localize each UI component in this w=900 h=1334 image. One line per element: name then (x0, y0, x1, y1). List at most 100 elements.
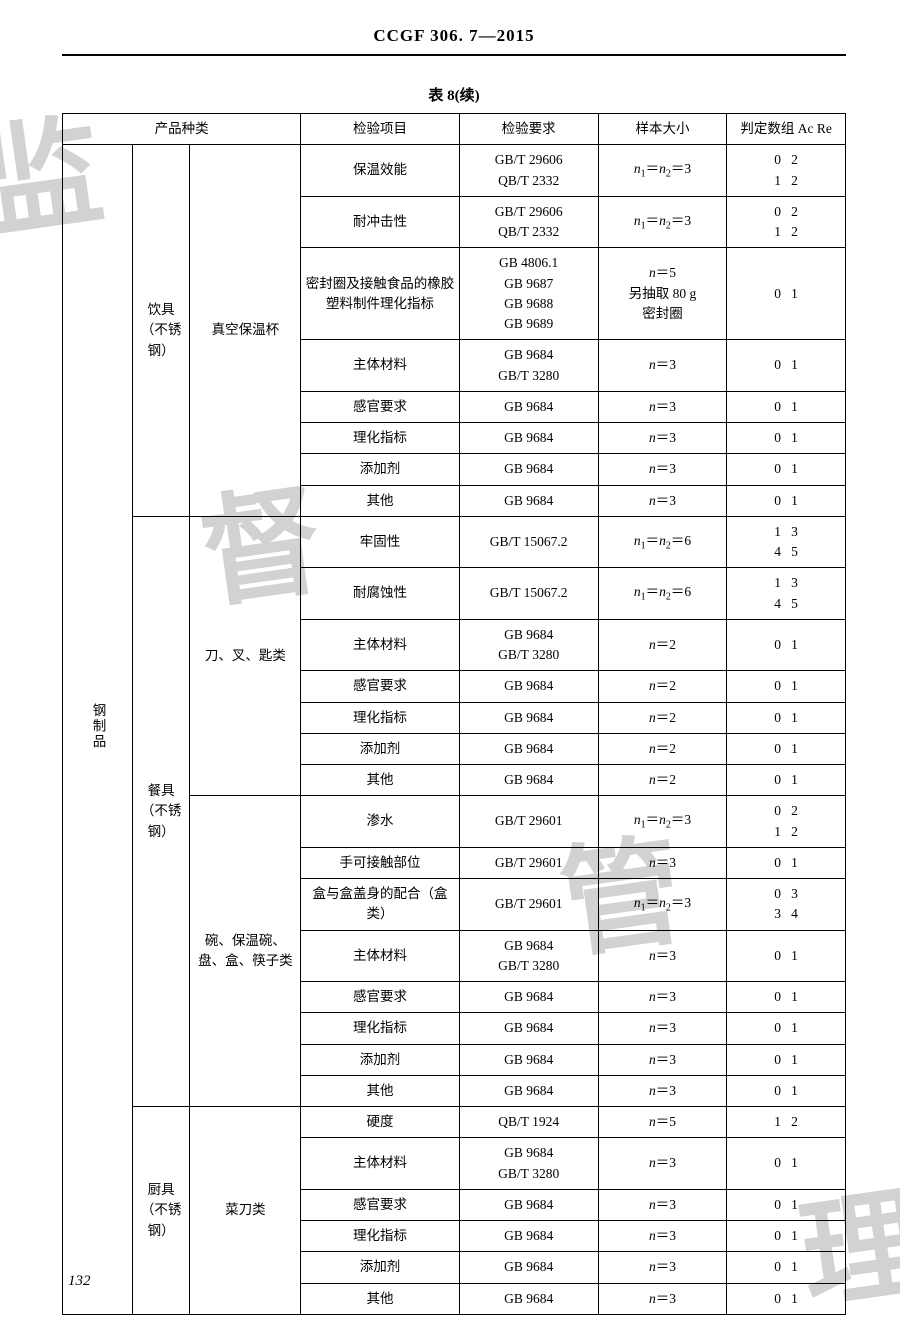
req-cell: GB 9684 (459, 485, 598, 516)
cat2-cell: 餐具（不锈钢） (132, 516, 190, 1106)
samp-cell: n1＝n2＝3 (598, 796, 726, 848)
acre-cell: 0 1 (727, 1189, 846, 1220)
req-cell: GB 9684GB/T 3280 (459, 1138, 598, 1190)
req-cell: GB 9684 (459, 391, 598, 422)
req-cell: GB 9684 (459, 1075, 598, 1106)
samp-cell: n＝3 (598, 423, 726, 454)
acre-cell: 0 1 (727, 454, 846, 485)
cat2-cell: 厨具（不锈钢） (132, 1107, 190, 1315)
item-cell: 理化指标 (301, 1013, 459, 1044)
samp-cell: n＝2 (598, 765, 726, 796)
req-cell: GB 9684GB/T 3280 (459, 930, 598, 982)
item-cell: 主体材料 (301, 930, 459, 982)
acre-cell: 0 21 2 (727, 145, 846, 197)
cat3-cell: 刀、叉、匙类 (190, 516, 301, 796)
req-cell: GB/T 15067.2 (459, 568, 598, 620)
item-cell: 其他 (301, 1075, 459, 1106)
samp-cell: n＝3 (598, 1283, 726, 1314)
req-cell: GB 9684 (459, 454, 598, 485)
th-req: 检验要求 (459, 114, 598, 145)
item-cell: 主体材料 (301, 1138, 459, 1190)
item-cell: 感官要求 (301, 982, 459, 1013)
samp-cell: n＝3 (598, 1044, 726, 1075)
cat3-cell: 真空保温杯 (190, 145, 301, 517)
acre-cell: 0 1 (727, 982, 846, 1013)
samp-cell: n1＝n2＝3 (598, 196, 726, 248)
item-cell: 感官要求 (301, 391, 459, 422)
req-cell: GB 9684 (459, 671, 598, 702)
req-cell: GB/T 15067.2 (459, 516, 598, 568)
cat3-cell: 碗、保温碗、盘、盒、筷子类 (190, 796, 301, 1107)
item-cell: 理化指标 (301, 423, 459, 454)
acre-cell: 0 21 2 (727, 196, 846, 248)
req-cell: QB/T 1924 (459, 1107, 598, 1138)
req-cell: GB/T 29606QB/T 2332 (459, 145, 598, 197)
req-cell: GB 9684GB/T 3280 (459, 340, 598, 392)
req-cell: GB 9684 (459, 1252, 598, 1283)
samp-cell: n＝2 (598, 733, 726, 764)
req-cell: GB/T 29601 (459, 796, 598, 848)
item-cell: 理化指标 (301, 702, 459, 733)
item-cell: 添加剂 (301, 1044, 459, 1075)
req-cell: GB/T 29601 (459, 879, 598, 931)
acre-cell: 0 1 (727, 733, 846, 764)
cat3-cell: 菜刀类 (190, 1107, 301, 1315)
acre-cell: 0 1 (727, 1138, 846, 1190)
acre-cell: 1 34 5 (727, 568, 846, 620)
item-cell: 硬度 (301, 1107, 459, 1138)
acre-cell: 1 34 5 (727, 516, 846, 568)
samp-cell: n＝2 (598, 702, 726, 733)
acre-cell: 0 1 (727, 1075, 846, 1106)
item-cell: 其他 (301, 485, 459, 516)
samp-cell: n1＝n2＝6 (598, 568, 726, 620)
item-cell: 耐腐蚀性 (301, 568, 459, 620)
samp-cell: n＝3 (598, 847, 726, 878)
item-cell: 感官要求 (301, 1189, 459, 1220)
req-cell: GB 9684 (459, 1044, 598, 1075)
acre-cell: 0 1 (727, 391, 846, 422)
item-cell: 手可接触部位 (301, 847, 459, 878)
doc-header: CCGF 306. 7—2015 (62, 26, 846, 46)
item-cell: 盒与盒盖身的配合（盒类） (301, 879, 459, 931)
acre-cell: 0 1 (727, 619, 846, 671)
cat2-cell: 饮具（不锈钢） (132, 145, 190, 517)
acre-cell: 0 1 (727, 423, 846, 454)
samp-cell: n＝5另抽取 80 g密封圈 (598, 248, 726, 340)
samp-cell: n＝3 (598, 1138, 726, 1190)
req-cell: GB/T 29606QB/T 2332 (459, 196, 598, 248)
item-cell: 保温效能 (301, 145, 459, 197)
item-cell: 添加剂 (301, 454, 459, 485)
th-sample: 样本大小 (598, 114, 726, 145)
acre-cell: 0 1 (727, 702, 846, 733)
samp-cell: n＝3 (598, 930, 726, 982)
acre-cell: 0 1 (727, 1283, 846, 1314)
acre-cell: 0 1 (727, 930, 846, 982)
acre-cell: 0 1 (727, 671, 846, 702)
samp-cell: n＝3 (598, 1075, 726, 1106)
samp-cell: n＝3 (598, 485, 726, 516)
req-cell: GB/T 29601 (459, 847, 598, 878)
item-cell: 主体材料 (301, 619, 459, 671)
item-cell: 牢固性 (301, 516, 459, 568)
th-item: 检验项目 (301, 114, 459, 145)
samp-cell: n＝3 (598, 1013, 726, 1044)
table-row: 钢制品 饮具（不锈钢） 真空保温杯 保温效能 GB/T 29606QB/T 23… (63, 145, 846, 197)
req-cell: GB 9684 (459, 733, 598, 764)
th-category: 产品种类 (63, 114, 301, 145)
table-header-row: 产品种类 检验项目 检验要求 样本大小 判定数组 Ac Re (63, 114, 846, 145)
req-cell: GB 9684 (459, 1013, 598, 1044)
item-cell: 其他 (301, 765, 459, 796)
samp-cell: n1＝n2＝3 (598, 145, 726, 197)
item-cell: 添加剂 (301, 1252, 459, 1283)
item-cell: 渗水 (301, 796, 459, 848)
req-cell: GB 9684 (459, 1283, 598, 1314)
item-cell: 密封圈及接触食品的橡胶塑料制件理化指标 (301, 248, 459, 340)
item-cell: 其他 (301, 1283, 459, 1314)
item-cell: 耐冲击性 (301, 196, 459, 248)
th-acre: 判定数组 Ac Re (727, 114, 846, 145)
req-cell: GB 9684 (459, 1189, 598, 1220)
acre-cell: 0 21 2 (727, 796, 846, 848)
samp-cell: n＝5 (598, 1107, 726, 1138)
samp-cell: n1＝n2＝3 (598, 879, 726, 931)
samp-cell: n1＝n2＝6 (598, 516, 726, 568)
